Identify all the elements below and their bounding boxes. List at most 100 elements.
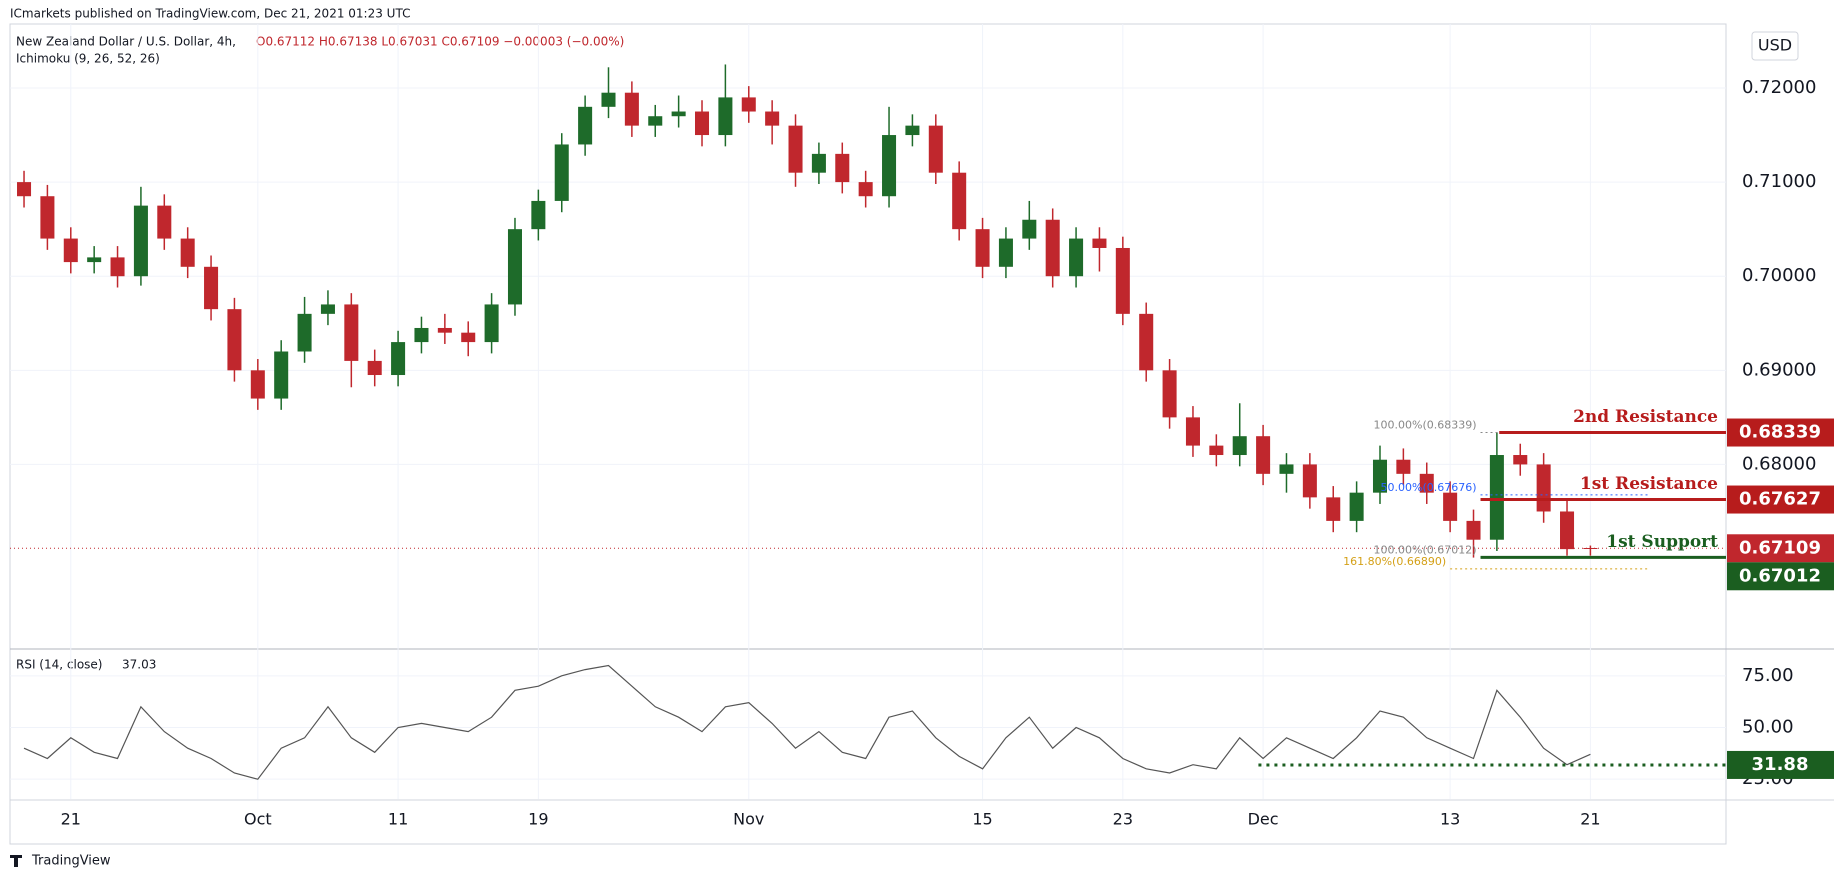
- level-label: 2nd Resistance: [1573, 407, 1718, 427]
- candle-body: [133, 205, 148, 277]
- last-price-box: [1727, 534, 1834, 563]
- x-tick-label: 21: [1580, 810, 1600, 829]
- candle-body: [437, 327, 452, 333]
- y-tick-label: 0.70000: [1742, 265, 1816, 286]
- x-tick-label: Dec: [1248, 810, 1279, 829]
- rsi-line: [23, 664, 1591, 780]
- candle-body: [1256, 436, 1271, 474]
- fib-label: 161.80%(0.66890): [1343, 555, 1446, 568]
- candle-body: [1279, 464, 1294, 474]
- rsi-level-box: [1727, 750, 1834, 779]
- rsi-title: RSI (14, close): [16, 658, 102, 672]
- candle-body: [1162, 370, 1177, 418]
- candle-body: [227, 309, 242, 371]
- published: ICmarkets published on TradingView.com, …: [10, 7, 410, 21]
- candle-body: [250, 370, 265, 399]
- y-tick-label: 0.68000: [1742, 453, 1816, 474]
- level-box: [1727, 485, 1834, 514]
- x-tick-label: Nov: [733, 810, 764, 829]
- candle-body: [1232, 436, 1247, 456]
- candle-body: [765, 111, 780, 126]
- candle-body: [741, 97, 756, 112]
- candle-body: [507, 229, 522, 305]
- candle-body: [1349, 492, 1364, 521]
- candle-body: [320, 304, 335, 314]
- candle-body: [1489, 455, 1504, 540]
- candle-body: [1560, 511, 1575, 550]
- candle-body: [157, 205, 172, 239]
- candle-body: [1396, 459, 1411, 474]
- candle-body: [344, 304, 359, 361]
- candle-body: [204, 266, 219, 310]
- y-tick-label: 0.69000: [1742, 359, 1816, 380]
- candle-body: [484, 304, 499, 343]
- fib-label: 50.00%(0.67676): [1381, 481, 1477, 494]
- level-value: 0.67012: [1739, 565, 1821, 586]
- level-value: 0.68339: [1739, 422, 1821, 443]
- candle-body: [274, 351, 289, 399]
- currency-box[interactable]: [1751, 31, 1799, 61]
- candle-body: [998, 238, 1013, 267]
- candle-body: [110, 257, 125, 277]
- candle-body: [461, 332, 476, 343]
- x-tick-label: 23: [1113, 810, 1133, 829]
- level-value: 0.67627: [1739, 489, 1821, 510]
- indicator: Ichimoku (9, 26, 52, 26): [16, 52, 160, 66]
- y-tick-label: 0.71000: [1742, 171, 1816, 192]
- candle-body: [87, 257, 102, 263]
- candle-body: [858, 182, 873, 197]
- fib-label: 100.00%(0.67012): [1374, 543, 1477, 556]
- candle-body: [1326, 497, 1341, 521]
- candle-body: [788, 125, 803, 173]
- level-label: 1st Resistance: [1580, 474, 1718, 494]
- candle-body: [718, 97, 733, 136]
- candle-body: [1092, 238, 1107, 248]
- candle-body: [671, 111, 686, 117]
- candle-body: [40, 196, 55, 239]
- candle-body: [1443, 492, 1458, 521]
- brand-logo: [10, 855, 22, 867]
- level-box: [1727, 562, 1834, 591]
- candle-body: [1372, 459, 1388, 493]
- x-tick-label: 13: [1440, 810, 1460, 829]
- candle-body: [1302, 464, 1317, 498]
- level-label: 1st Support: [1606, 532, 1718, 552]
- candle-body: [63, 238, 78, 263]
- candle-body: [1185, 417, 1200, 446]
- candle-body: [811, 153, 826, 173]
- x-tick-label: 19: [528, 810, 548, 829]
- level-box: [1727, 418, 1834, 447]
- candle-body: [1466, 520, 1481, 540]
- candle-body: [1115, 247, 1130, 314]
- fib-label: 100.00%(0.68339): [1374, 419, 1477, 432]
- candle-body: [648, 116, 663, 126]
- candle-body: [1139, 313, 1154, 371]
- last-price-value: 0.67109: [1739, 537, 1821, 558]
- candle-body: [952, 172, 967, 230]
- candle-body: [531, 200, 546, 230]
- rsi-tick-label: 75.00: [1742, 665, 1794, 686]
- candle-body: [17, 182, 32, 197]
- candle-body: [975, 229, 990, 267]
- x-tick-label: 21: [61, 810, 81, 829]
- candle-body: [601, 92, 616, 107]
- currency: USD: [1758, 36, 1792, 55]
- rsi-value: 37.03: [122, 658, 156, 672]
- candle-body: [624, 92, 639, 126]
- candle-body: [928, 125, 943, 173]
- candle-body: [391, 342, 406, 376]
- symbol: New Zealand Dollar / U.S. Dollar, 4h,: [16, 35, 236, 49]
- rsi-level-value: 31.88: [1752, 754, 1809, 775]
- y-tick-label: 0.72000: [1742, 77, 1816, 98]
- candle-body: [1045, 219, 1060, 277]
- candle-body: [835, 153, 850, 183]
- candle-body: [1513, 455, 1528, 465]
- candle-body: [180, 238, 195, 267]
- candle-body: [1536, 464, 1551, 512]
- candle-body: [882, 135, 897, 197]
- candle-body: [1022, 219, 1037, 239]
- brand: TradingView: [31, 854, 111, 869]
- candle-body: [1419, 473, 1434, 493]
